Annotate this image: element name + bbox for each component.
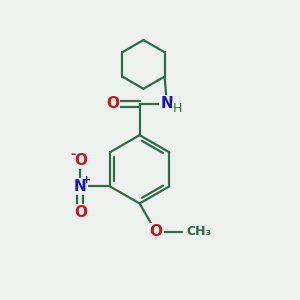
Text: O: O (106, 96, 119, 111)
Text: -: - (70, 148, 75, 161)
Text: N: N (74, 179, 87, 194)
Text: H: H (173, 102, 182, 115)
Text: O: O (74, 205, 87, 220)
Text: O: O (74, 153, 87, 168)
Text: O: O (149, 224, 162, 239)
Text: N: N (160, 96, 173, 111)
Text: CH₃: CH₃ (187, 225, 211, 238)
Text: +: + (82, 175, 92, 185)
